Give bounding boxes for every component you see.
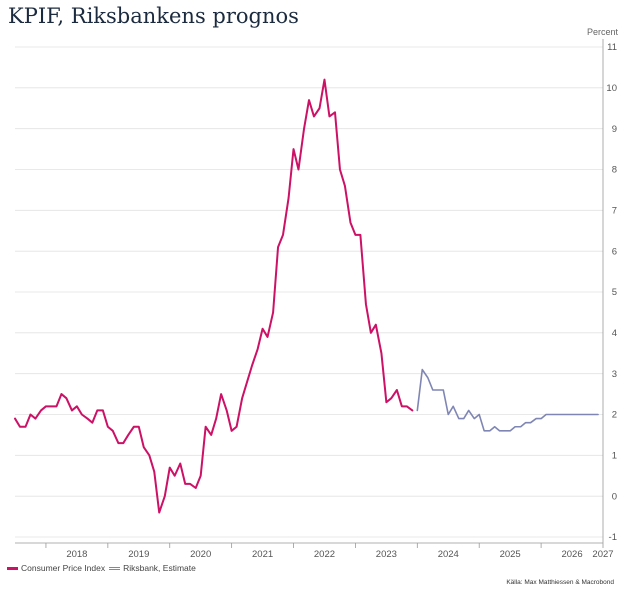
- legend-swatch-cpi: [7, 566, 18, 570]
- series-line-estimate: [416, 368, 599, 432]
- series: [14, 78, 599, 514]
- gridlines: [15, 46, 603, 538]
- y-tick-label: -1: [609, 532, 617, 543]
- y-tick-label: 11: [607, 42, 617, 53]
- x-tick-label: 2027: [592, 549, 613, 560]
- legend-swatch-estimate: [109, 566, 121, 570]
- y-tick-label: 1: [612, 451, 617, 462]
- chart-title: KPIF, Riksbankens prognos: [8, 4, 299, 28]
- y-tick-label: 3: [612, 369, 617, 380]
- y-tick-label: 2: [612, 410, 617, 421]
- axes: -1 0 1 2 3 4 5 6 7 8 9 10 11 2018 2019 2020 2021 2022 2023…: [15, 39, 617, 560]
- x-tick-label: 2019: [128, 549, 149, 560]
- y-tick-label: 7: [612, 206, 617, 217]
- source-note: Källa: Max Matthiessen & Macrobond: [506, 579, 614, 586]
- y-tick-label: 9: [612, 124, 617, 135]
- x-tick-label: 2018: [66, 549, 87, 560]
- x-tick-label: 2024: [438, 549, 459, 560]
- y-axis-label: Percent: [587, 27, 619, 37]
- y-tick-label: 4: [612, 328, 617, 339]
- x-tick-label: 2026: [561, 549, 582, 560]
- legend-item-cpi: Consumer Price Index: [7, 563, 105, 573]
- y-tick-label: 5: [612, 287, 617, 298]
- x-tick-label: 2023: [376, 549, 397, 560]
- y-tick-label: 6: [612, 246, 617, 257]
- y-tick-label: 10: [606, 83, 617, 94]
- y-tick-label: 0: [612, 491, 617, 502]
- legend-item-estimate: Riksbank, Estimate: [109, 563, 196, 573]
- series-line-cpi: [14, 78, 414, 514]
- legend-label-estimate: Riksbank, Estimate: [123, 563, 196, 573]
- legend-label-cpi: Consumer Price Index: [21, 563, 106, 573]
- y-tick-label: 8: [612, 165, 617, 176]
- x-tick-label: 2020: [190, 549, 211, 560]
- legend: Consumer Price Index Riksbank, Estimate: [7, 563, 200, 573]
- x-tick-label: 2021: [252, 549, 273, 560]
- x-tick-label: 2025: [500, 549, 521, 560]
- x-tick-label: 2022: [314, 549, 335, 560]
